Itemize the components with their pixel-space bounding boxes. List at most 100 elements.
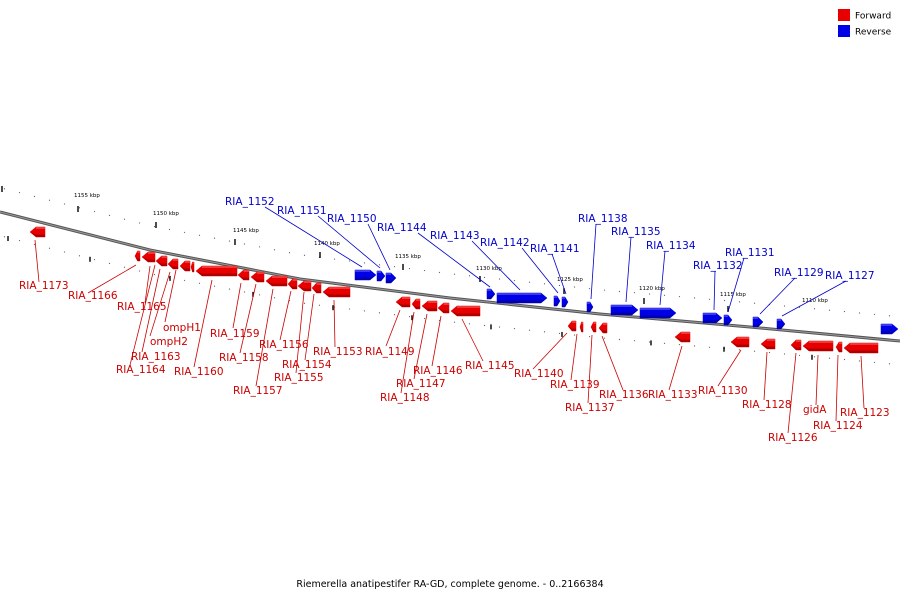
gene-label-ria-1166: RIA_1166 <box>68 290 118 302</box>
gene-label-ria-1135: RIA_1135 <box>611 226 661 238</box>
forward-gene-arrow-ria-1149 <box>395 296 411 308</box>
legend-forward-label: Forward <box>855 12 891 22</box>
connector-line-ria-1156 <box>279 290 292 341</box>
forward-gene-arrow-ria-1130 <box>730 336 750 348</box>
connector-line-ria-1144 <box>417 232 491 288</box>
reverse-gene-arrow-ria-1132 <box>702 312 723 324</box>
forward-gene-arrow-ria-1139 <box>579 321 584 333</box>
gene-label-ria-1141: RIA_1141 <box>530 243 580 255</box>
connector-line-ria-1148 <box>400 311 415 394</box>
forward-gene-arrow-ria-1126 <box>790 339 802 351</box>
forward-gene-arrow-ria-1173 <box>29 226 46 238</box>
connector-line-ria-1146 <box>431 315 442 367</box>
reverse-gene-arrow-ria-1142 <box>553 295 561 307</box>
reverse-gene-arrow-ria-1152 <box>354 269 377 281</box>
reverse-gene-arrow-ria-1138 <box>586 301 594 313</box>
scale-label: 1140 kbp <box>314 241 340 247</box>
connector-line-ria-1138 <box>590 223 597 300</box>
gene-label-ria-1140: RIA_1140 <box>514 368 564 380</box>
gene-label-ria-1164: RIA_1164 <box>116 364 166 376</box>
legend-reverse-swatch <box>838 25 850 37</box>
connector-line-ria-1158 <box>239 283 257 354</box>
reverse-gene-arrow-ria-1126b <box>880 323 899 335</box>
axis-layer: 1155 kbp 1150 kbp 1145 kbp 1140 kbp 1135 kbp… <box>0 186 900 365</box>
gene-label-ria-1134: RIA_1134 <box>646 240 696 252</box>
scale-label: 1145 kbp <box>233 228 259 234</box>
connector-line-ria-1130 <box>717 349 742 387</box>
forward-gene-arrow-ria-1148 <box>411 298 421 310</box>
forward-gene-arrow-omph2 <box>167 258 179 270</box>
forward-gene-arrow-ria-1153 <box>322 286 351 298</box>
connector-line-ria-1129 <box>759 277 796 315</box>
gene-label-ria-1139: RIA_1139 <box>550 379 600 391</box>
forward-gene-arrow-gida <box>802 340 834 352</box>
forward-gene-arrow-ria-1159 <box>237 269 250 281</box>
gene-label-ria-1143: RIA_1143 <box>430 230 480 242</box>
gene-label-ria-1147: RIA_1147 <box>396 378 446 390</box>
connector-line-ria-1157 <box>255 288 274 387</box>
gene-label-ria-1130: RIA_1130 <box>698 385 748 397</box>
connector-line-ria-1139 <box>570 333 578 381</box>
gene-arrows <box>29 226 899 354</box>
scale-label: 1135 kbp <box>395 254 421 260</box>
forward-gene-arrow-ria-1157 <box>265 275 288 287</box>
forward-gene-arrow-ria-1124 <box>835 341 843 353</box>
legend-forward-swatch <box>838 9 850 21</box>
gene-label-ria-1133: RIA_1133 <box>648 389 698 401</box>
gene-label-ria-1127: RIA_1127 <box>825 270 875 282</box>
gene-label-omph2: ompH2 <box>150 336 188 348</box>
gene-label-ria-1126: RIA_1126 <box>768 432 818 444</box>
gene-label-ria-1137: RIA_1137 <box>565 402 615 414</box>
connector-line-ria-1131 <box>727 257 745 313</box>
connector-line-ria-1165 <box>144 265 151 304</box>
connector-line-gida <box>815 354 819 406</box>
forward-gene-arrow-ria-1123 <box>843 342 879 354</box>
reverse-gene-arrow-ria-1131 <box>723 314 733 326</box>
connector-line-ria-1127 <box>781 280 847 317</box>
gene-label-ria-1128: RIA_1128 <box>742 399 792 411</box>
connector-line-ria-1160 <box>193 279 213 368</box>
gene-label-ria-1146: RIA_1146 <box>413 365 463 377</box>
reverse-gene-arrow-ria-1129 <box>752 316 764 328</box>
connector-line-ria-1164 <box>129 264 156 366</box>
gene-label-ria-1159: RIA_1159 <box>210 328 260 340</box>
scale-label: 1125 kbp <box>557 277 583 283</box>
scale-label: 1130 kbp <box>476 266 502 272</box>
connector-line-ria-1151 <box>317 215 381 269</box>
gene-label-gida: gidA <box>803 404 827 416</box>
gene-label-ria-1157: RIA_1157 <box>233 385 283 397</box>
forward-gene-arrow-ria-1146 <box>437 302 450 314</box>
gene-label-ria-1129: RIA_1129 <box>774 267 824 279</box>
reverse-gene-arrow-ria-1141 <box>561 296 569 308</box>
gene-label-ria-1132: RIA_1132 <box>693 260 743 272</box>
genome-caption: Riemerella anatipestifer RA-GD, complete… <box>296 579 603 590</box>
forward-gene-arrow-ria-1136 <box>598 322 608 334</box>
connector-line-ria-1159 <box>232 282 242 329</box>
gene-label-ria-1145: RIA_1145 <box>465 360 515 372</box>
reverse-gene-arrow-ria-1151 <box>376 270 386 282</box>
forward-gene-arrow-ria-1158 <box>250 271 265 283</box>
gene-label-ria-1124: RIA_1124 <box>813 420 863 432</box>
scale-label: 1150 kbp <box>153 211 179 217</box>
connector-line-ria-1143 <box>471 240 521 291</box>
scale-label: 1110 kbp <box>802 298 828 304</box>
gene-label-ria-1160: RIA_1160 <box>174 366 224 378</box>
gene-label-ria-1144: RIA_1144 <box>377 222 427 234</box>
connector-line-omph2 <box>149 271 171 337</box>
connector-line-ria-1133 <box>668 345 683 391</box>
connector-line-ria-1154 <box>304 293 315 361</box>
forward-gene-arrow-ria-1147 <box>421 300 438 312</box>
connector-line-ria-1124 <box>835 354 839 422</box>
forward-gene-arrow-ria-1145 <box>450 305 481 317</box>
connector-line-ria-1128 <box>763 351 768 401</box>
gene-label-ria-1150: RIA_1150 <box>327 213 377 225</box>
reverse-gene-arrow-ria-1143 <box>496 292 548 304</box>
forward-gene-arrow-ria-1163 <box>179 260 191 272</box>
legend: Forward Reverse <box>838 9 892 38</box>
gene-label-ria-1155: RIA_1155 <box>274 372 324 384</box>
reverse-gene-arrow-ria-1150 <box>385 272 397 284</box>
connector-line-ria-1135 <box>625 236 632 303</box>
connector-lines <box>34 206 865 434</box>
gene-label-ria-1148: RIA_1148 <box>380 392 430 404</box>
